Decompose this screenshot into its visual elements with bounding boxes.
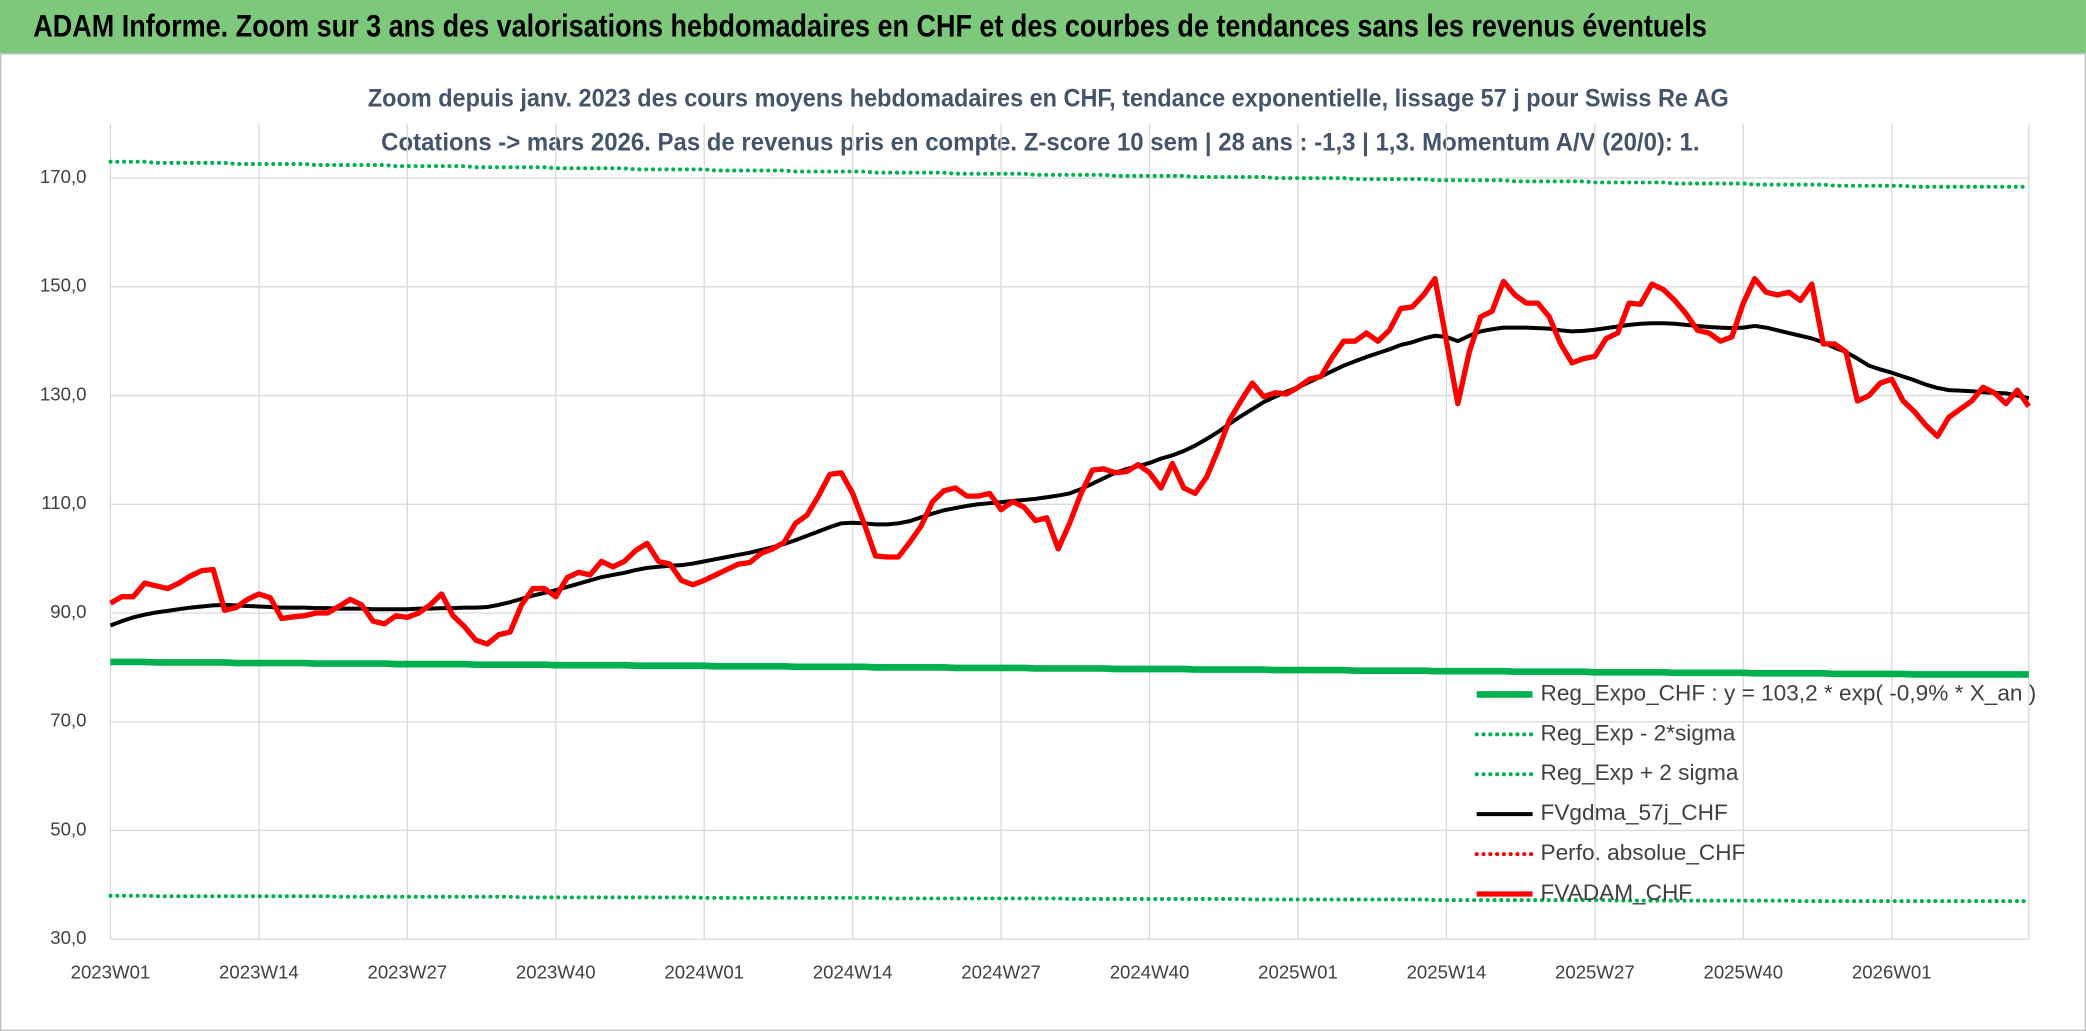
legend-label: FVgdma_57j_CHF xyxy=(1541,800,1728,825)
x-tick-label: 2025W14 xyxy=(1407,962,1487,983)
x-tick-label: 2024W40 xyxy=(1110,962,1190,983)
y-tick-label: 90,0 xyxy=(50,601,86,622)
x-tick-label: 2025W01 xyxy=(1258,962,1338,983)
legend-label: Perfo. absolue_CHF xyxy=(1541,840,1746,865)
legend-label: Reg_Exp - 2*sigma xyxy=(1541,720,1736,745)
legend-label: FVADAM_CHF xyxy=(1541,880,1693,905)
legend-label: Reg_Exp + 2 sigma xyxy=(1541,760,1739,785)
chart-subtitle: Zoom depuis janv. 2023 des cours moyens … xyxy=(368,84,1729,112)
x-tick-label: 2024W01 xyxy=(664,962,744,983)
y-tick-label: 50,0 xyxy=(50,818,86,839)
y-tick-label: 110,0 xyxy=(41,492,86,513)
y-tick-label: 70,0 xyxy=(50,710,86,731)
y-tick-label: 30,0 xyxy=(50,927,86,948)
series-line xyxy=(110,658,2029,678)
series-line xyxy=(109,321,2030,628)
series-line xyxy=(109,276,2031,647)
x-tick-label: 2023W01 xyxy=(71,962,151,983)
y-tick-label: 150,0 xyxy=(40,275,87,296)
x-tick-label: 2026W01 xyxy=(1852,962,1932,983)
x-tick-label: 2023W14 xyxy=(219,962,299,983)
chart-frame xyxy=(0,53,2086,1031)
x-tick-label: 2024W14 xyxy=(813,962,893,983)
x-tick-label: 2025W27 xyxy=(1555,962,1635,983)
header-band xyxy=(0,0,2086,54)
page-title: ADAM Informe. Zoom sur 3 ans des valoris… xyxy=(33,7,1707,43)
series-line xyxy=(108,893,2031,904)
legend-label: Reg_Expo_CHF : y = 103,2 * exp( -0,9% * … xyxy=(1541,680,2037,705)
y-tick-label: 170,0 xyxy=(40,166,87,187)
x-tick-label: 2024W27 xyxy=(961,962,1041,983)
chart-subtitle: Cotations -> mars 2026. Pas de revenus p… xyxy=(381,128,1699,156)
series-line xyxy=(108,159,2031,189)
y-tick-label: 130,0 xyxy=(40,383,87,404)
x-tick-label: 2023W27 xyxy=(367,962,447,983)
x-tick-label: 2023W40 xyxy=(516,962,596,983)
x-tick-label: 2025W40 xyxy=(1703,962,1783,983)
